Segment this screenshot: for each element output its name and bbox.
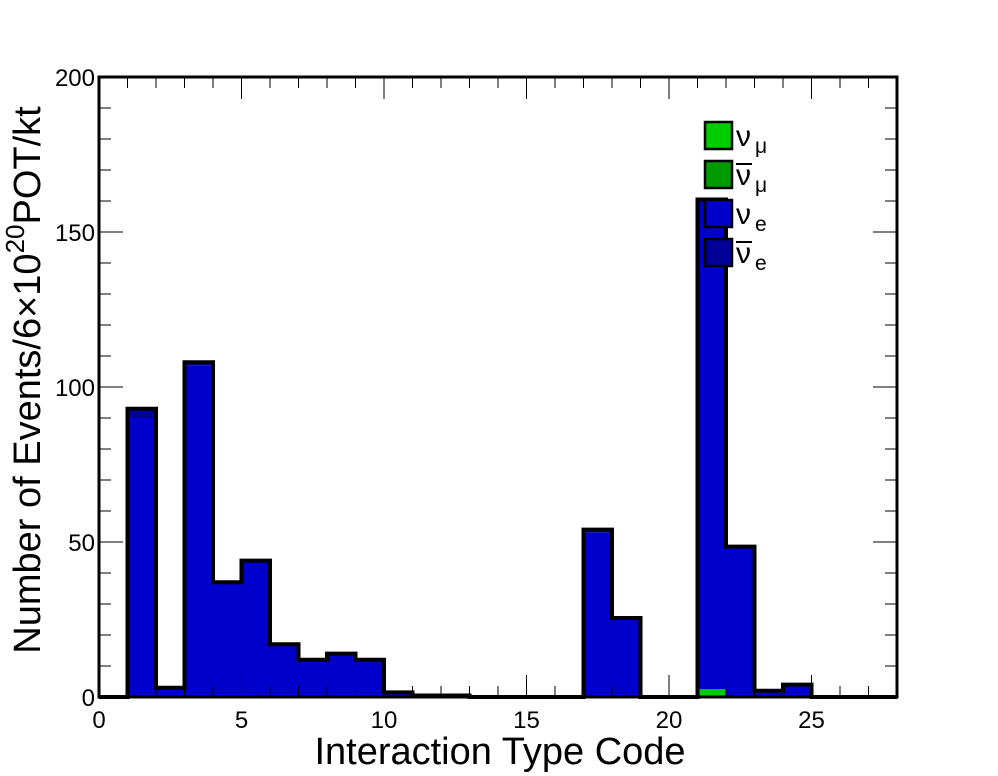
bar-s2-bin6 — [270, 644, 299, 697]
bar-s2-bin1 — [127, 418, 156, 697]
ticks-group — [98, 76, 898, 698]
y-tick-label: 200 — [55, 65, 95, 92]
tick-labels-group: 0 5 10 15 20 25 0 50 100 150 200 — [55, 65, 825, 734]
x-tick-label: 0 — [92, 707, 105, 734]
legend-swatch-2 — [703, 198, 734, 229]
bar-s3-bin1 — [127, 408, 156, 418]
legend-symbol-0: ν — [736, 120, 751, 153]
bar-s2-bin2 — [156, 687, 185, 697]
y-tick-label: 0 — [82, 685, 95, 712]
y-axis-title-base: 10 — [7, 253, 49, 295]
bar-s2-bin17 — [583, 532, 612, 697]
y-axis-title-prefix: Number of Events/6 — [7, 318, 49, 654]
bar-s2-bin24 — [783, 684, 812, 697]
y-tick-label: 100 — [55, 375, 95, 402]
legend-symbol-1: ν — [736, 159, 751, 192]
y-axis-title-exponent: 20 — [0, 225, 30, 254]
legend: ν μν μν eν e — [703, 120, 767, 275]
legend-swatch-3 — [703, 237, 734, 268]
x-tick-label: 15 — [513, 707, 540, 734]
y-tick-label: 150 — [55, 220, 95, 247]
legend-subscript-3: e — [755, 252, 767, 275]
legend-subscript-2: e — [755, 213, 767, 236]
y-axis-title-suffix: POT/kt — [7, 106, 49, 225]
bar-s2-bin21 — [697, 202, 726, 690]
bar-s2-bin9 — [355, 659, 384, 697]
legend-swatch-0 — [703, 120, 734, 151]
bar-s2-bin23 — [754, 690, 783, 697]
y-axis-title-times: × — [7, 296, 49, 318]
bar-s2-bin10 — [384, 692, 413, 697]
bar-s2-bin22 — [726, 548, 755, 697]
x-tick-label: 10 — [371, 707, 398, 734]
x-axis-title: Interaction Type Code — [314, 731, 685, 773]
bar-s2-bin7 — [298, 659, 327, 697]
bar-s2-bin18 — [612, 619, 641, 697]
bars-group — [99, 197, 897, 699]
bar-s2-bin5 — [241, 560, 270, 697]
bar-s2-bin8 — [327, 653, 356, 697]
x-tick-label: 25 — [798, 707, 825, 734]
bar-s0-bin21 — [697, 689, 726, 697]
x-tick-label: 5 — [235, 707, 248, 734]
y-axis-title: Number of Events/6×1020POT/kt — [0, 106, 49, 654]
y-tick-label: 50 — [68, 530, 95, 557]
legend-swatch-1 — [703, 159, 734, 190]
bar-s2-bin4 — [213, 582, 242, 697]
x-tick-label: 20 — [656, 707, 683, 734]
bar-s2-bin3 — [184, 365, 213, 697]
legend-symbol-2: ν — [736, 198, 751, 231]
legend-subscript-1: μ — [755, 174, 767, 197]
legend-subscript-0: μ — [755, 135, 767, 158]
legend-symbol-3: ν — [736, 237, 751, 270]
